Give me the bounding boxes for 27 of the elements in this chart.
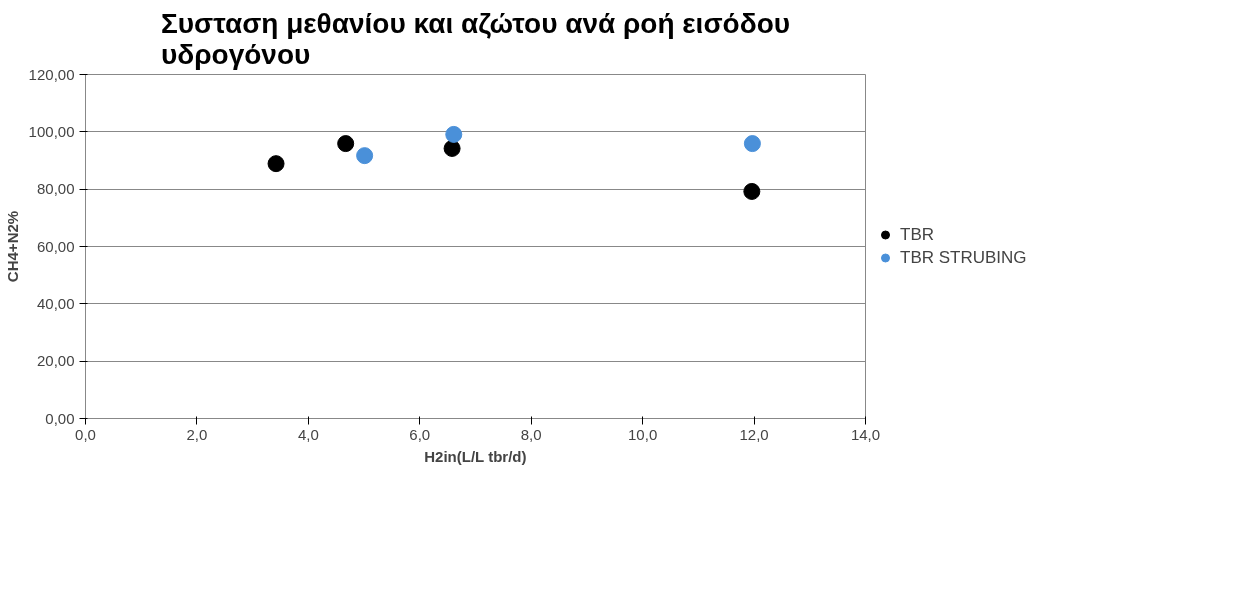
y-tick-label: 0,00: [45, 409, 75, 427]
point: [356, 147, 374, 165]
x-tick-label: 12,0: [739, 425, 769, 443]
x-tick-label: 14,0: [850, 425, 881, 443]
x-axis-title: H2in(L/L tbr/d): [424, 447, 527, 465]
y-tick-label: 80,00: [36, 180, 75, 198]
y-tick-label: 20,00: [36, 352, 75, 370]
point: [743, 135, 761, 153]
legend-label: TBR: [900, 224, 934, 245]
point: [443, 139, 461, 157]
x-tick-label: 10,0: [628, 425, 658, 443]
y-axis-title: CH4+N2%: [3, 210, 21, 283]
x-tick-label: 4,0: [297, 425, 319, 443]
point: [337, 135, 355, 153]
y-tick-label: 100,00: [28, 122, 75, 140]
x-tick-label: 0,0: [75, 425, 96, 443]
y-tick-label: 120,00: [28, 65, 75, 83]
point: [267, 155, 285, 173]
point: [743, 182, 761, 200]
x-tick-label: 8,0: [520, 425, 542, 443]
x-tick-label: 2,0: [186, 425, 208, 443]
legend-label: TBR STRUBING: [900, 247, 1027, 268]
point: [445, 125, 463, 143]
x-tick-label: 6,0: [409, 425, 431, 443]
y-tick-label: 60,00: [36, 237, 75, 255]
chart-title: Συσταση μεθανίου και αζώτου ανά ροή εισόδου υδρογόνου: [160, 7, 791, 70]
y-tick-label: 40,00: [36, 294, 75, 312]
